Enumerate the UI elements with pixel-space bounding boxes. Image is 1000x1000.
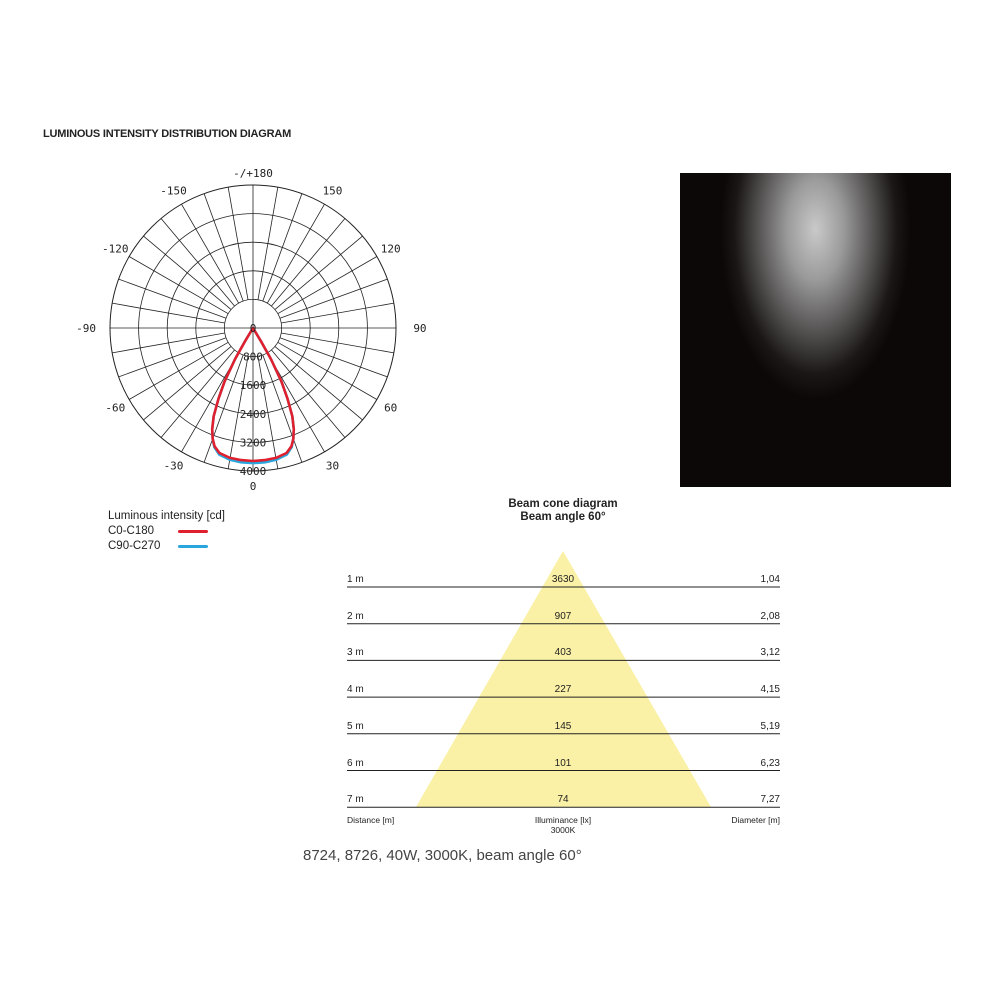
diagram-title: LUMINOUS INTENSITY DISTRIBUTION DIAGRAM: [43, 128, 292, 140]
radial-grid-circle: [166, 241, 340, 415]
angle-label: 90: [413, 322, 426, 335]
beam-cone-triangle: [416, 551, 711, 807]
angle-label: 60: [384, 402, 397, 415]
angle-label: 0: [250, 480, 257, 493]
row-diameter: 3,12: [760, 647, 780, 659]
angle-label: 30: [326, 460, 339, 473]
distance-axis-label: Distance [m]: [347, 815, 395, 825]
row-diameter: 5,19: [760, 720, 780, 732]
polar-legend: Luminous intensity [cd] C0-C180 C90-C270: [108, 509, 225, 554]
angle-label: -30: [164, 460, 184, 473]
row-diameter: 1,04: [760, 574, 780, 585]
radial-tick-label: 4000: [240, 465, 267, 478]
radial-tick-label: 800: [243, 351, 263, 364]
legend-swatch-blue: [178, 545, 208, 548]
angle-label: -150: [160, 184, 187, 197]
legend-item-c0: C0-C180: [108, 524, 225, 539]
radial-tick-label: 3200: [240, 436, 267, 449]
angle-label: 120: [381, 243, 401, 256]
angle-label: -90: [76, 322, 96, 335]
radial-grid-circle: [138, 213, 368, 443]
row-diameter: 4,15: [760, 684, 780, 696]
row-distance: 3 m: [347, 647, 364, 659]
radial-tick-label: 0: [250, 322, 257, 335]
cone-title: Beam cone diagram: [508, 498, 618, 510]
radial-grid-circle: [109, 184, 397, 472]
row-illuminance: 101: [554, 757, 572, 769]
diameter-axis-label: Diameter [m]: [731, 815, 780, 825]
illuminance-label: Illuminance [lx]: [534, 815, 592, 825]
row-diameter: 2,08: [760, 610, 780, 622]
legend-label: C0-C180: [108, 525, 155, 537]
radial-tick-label: 2400: [240, 408, 267, 421]
row-distance: 6 m: [347, 757, 364, 769]
cone-subtitle: Beam angle 60°: [520, 511, 606, 523]
series-curve-c0-c180: [210, 326, 296, 463]
cct-label: 3000K: [550, 825, 576, 835]
row-illuminance: 145: [554, 720, 572, 732]
angle-label: -120: [102, 243, 129, 256]
row-distance: 1 m: [347, 574, 364, 585]
row-distance: 7 m: [347, 794, 364, 806]
angle-label: -/+180: [233, 167, 273, 180]
angle-label: 150: [323, 184, 343, 197]
angle-label: -60: [105, 402, 125, 415]
legend-swatch-red: [178, 530, 208, 533]
row-distance: 5 m: [347, 720, 364, 732]
illuminance-axis-label: Illuminance [lx] 3000K: [503, 815, 623, 835]
row-illuminance: 403: [554, 647, 572, 659]
row-illuminance: 227: [554, 684, 572, 696]
radial-tick-label: 1600: [240, 379, 267, 392]
row-diameter: 7,27: [760, 794, 780, 806]
legend-item-c90: C90-C270: [108, 539, 225, 554]
legend-label: C90-C270: [108, 540, 161, 552]
product-caption: 8724, 8726, 40W, 3000K, beam angle 60°: [303, 847, 582, 864]
beam-cone-title: Beam cone diagram Beam angle 60°: [463, 498, 663, 524]
legend-title: Luminous intensity [cd]: [108, 510, 225, 522]
row-distance: 4 m: [347, 684, 364, 696]
row-illuminance: 74: [557, 794, 569, 806]
polar-intensity-chart: 0 800 1600 2400 3200 4000 -/+180 -150 150 -120 120…: [76, 167, 426, 493]
row-illuminance: 907: [554, 610, 572, 622]
row-diameter: 6,23: [760, 757, 780, 769]
light-beam-render-image: [680, 173, 951, 487]
radial-grid-circle: [195, 270, 311, 386]
row-illuminance: 3630: [551, 574, 575, 585]
row-distance: 2 m: [347, 610, 364, 622]
